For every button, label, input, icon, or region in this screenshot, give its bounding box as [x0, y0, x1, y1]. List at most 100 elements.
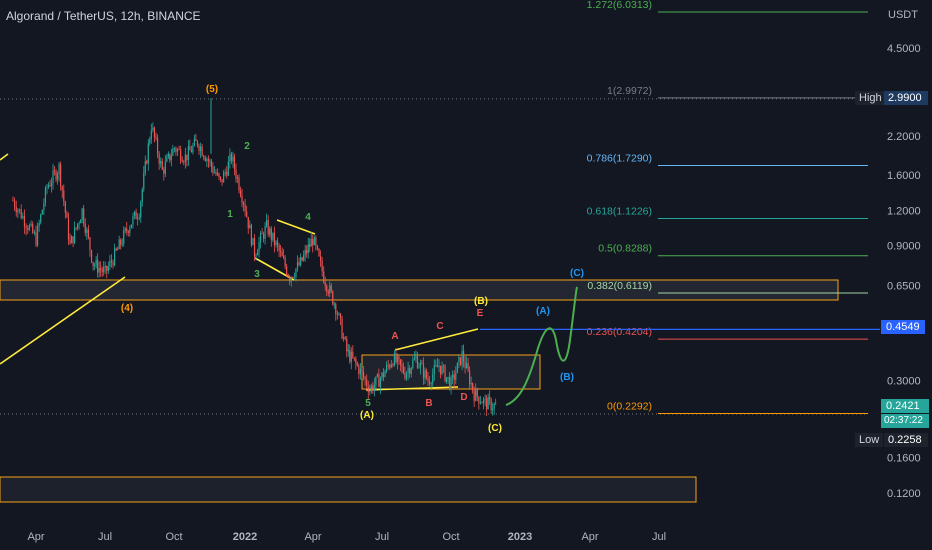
wave-label-bigA: (A) — [360, 410, 374, 421]
candle-body — [46, 187, 48, 188]
candle-body — [27, 228, 29, 230]
candle-body — [58, 164, 60, 175]
candle-body — [84, 223, 86, 233]
candle-body — [324, 282, 326, 286]
candle-body — [216, 173, 219, 175]
projection-path — [505, 286, 578, 406]
candle-body — [343, 337, 345, 339]
candle-body — [246, 211, 248, 217]
candle-body — [195, 139, 197, 141]
candle-body — [190, 150, 192, 153]
candle-body — [244, 204, 246, 212]
candle-body — [412, 359, 414, 369]
candle-body — [259, 233, 262, 242]
candle-body — [94, 265, 96, 267]
candle-body — [323, 271, 325, 283]
candle-body — [75, 227, 77, 229]
candle-body — [101, 269, 103, 272]
candle-body — [398, 356, 400, 360]
candle-body — [55, 171, 57, 180]
candle-body — [209, 160, 211, 162]
wave-label-bigB: (B) — [474, 296, 488, 307]
candle-body — [362, 371, 365, 378]
candle-body — [219, 176, 222, 180]
x-tick-label: Jul — [98, 531, 112, 543]
candle-body — [264, 226, 266, 239]
trendline — [276, 219, 316, 235]
fib-level-label: 1.272(6.0313) — [587, 0, 652, 11]
candle-body — [330, 285, 332, 292]
candle-body — [15, 207, 17, 213]
x-tick-label: Apr — [304, 531, 321, 543]
candle-body — [187, 146, 189, 161]
candle-body — [352, 351, 354, 358]
candle-body — [300, 257, 302, 266]
candle-body — [473, 390, 475, 401]
candle-body — [199, 146, 202, 151]
candle-body — [64, 201, 66, 213]
candle-body — [298, 262, 300, 266]
candle-body — [253, 238, 256, 257]
candle-body — [109, 260, 111, 267]
candle-body — [427, 378, 429, 382]
wave-label-e: E — [477, 308, 484, 319]
y-tick-label: 0.6500 — [887, 281, 921, 293]
candle-body — [347, 349, 349, 352]
candle-body — [207, 159, 210, 162]
candle-body — [47, 185, 50, 188]
fibonacci-levels: 1.272(6.0313) 1(2.9972) 0.786(1.7290) 0.618… — [480, 0, 880, 415]
candle-body — [56, 174, 59, 180]
candle-body — [249, 224, 251, 229]
candle-body — [327, 291, 329, 294]
trendline — [254, 257, 295, 281]
candle-body — [232, 156, 234, 162]
candle-body — [436, 365, 439, 368]
candle-body — [316, 245, 319, 250]
candle-body — [173, 148, 175, 149]
candle-body — [242, 202, 245, 205]
candle-body — [140, 201, 142, 218]
candle-body — [256, 252, 259, 256]
candle-body — [319, 256, 322, 261]
wave-label-w1: 1 — [227, 209, 233, 220]
fib-level-label: 1(2.9972) — [607, 85, 652, 97]
high-label: High — [855, 91, 886, 105]
candle-body — [392, 364, 394, 366]
candle-body — [236, 177, 239, 179]
candle-body — [38, 222, 40, 227]
candle-body — [169, 153, 171, 161]
candle-body — [176, 149, 179, 152]
last-price-tag: 0.2421 — [881, 399, 929, 413]
candle-body — [353, 357, 355, 359]
candle-body — [258, 241, 260, 253]
candle-body — [415, 356, 417, 359]
candle-body — [444, 365, 446, 382]
candle-body — [312, 239, 314, 246]
candle-body — [204, 157, 206, 161]
fib-level-label: 0.786(1.7290) — [587, 152, 652, 164]
candle-body — [376, 374, 378, 377]
candle-body — [293, 276, 295, 278]
candle-body — [307, 244, 309, 254]
candle-body — [422, 363, 425, 379]
candle-body — [310, 239, 312, 247]
candle-body — [221, 179, 223, 183]
trendline — [0, 153, 9, 161]
candle-body — [336, 313, 338, 315]
candle-body — [18, 209, 21, 211]
candle-body — [130, 224, 132, 229]
candle-body — [346, 338, 348, 352]
candle-body — [127, 231, 129, 233]
axes: 4.5000 2.2000 1.6000 1.2000 0.9000 0.6500 0.30… — [27, 43, 920, 543]
candle-body — [333, 303, 335, 305]
candle-body — [301, 257, 303, 261]
fib-level-label: 0.382(0.6119) — [587, 280, 652, 292]
wave-label-d: D — [460, 392, 467, 403]
candle-body — [359, 368, 362, 375]
candle-body — [112, 262, 114, 266]
candle-body — [201, 146, 203, 156]
candle-body — [44, 187, 47, 204]
candle-body — [35, 232, 37, 246]
trendline — [0, 276, 126, 365]
